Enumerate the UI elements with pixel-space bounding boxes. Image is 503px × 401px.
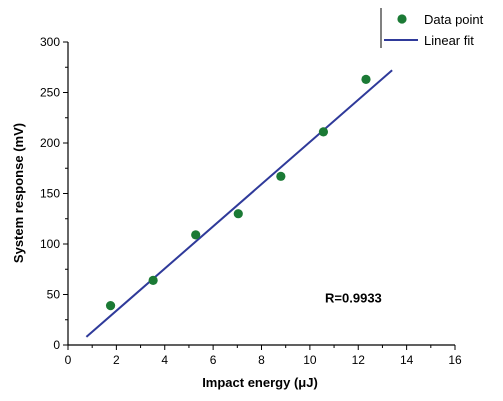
axes bbox=[63, 41, 456, 350]
data-point-marker bbox=[191, 230, 201, 240]
y-tick-label: 50 bbox=[47, 288, 61, 302]
y-tick-label: 250 bbox=[40, 86, 60, 100]
y-tick-label: 0 bbox=[53, 338, 60, 352]
x-tick-label: 2 bbox=[113, 353, 120, 367]
data-point-marker bbox=[233, 209, 243, 219]
y-tick-label: 100 bbox=[40, 237, 60, 251]
data-point-marker bbox=[105, 301, 116, 311]
data-point-marker bbox=[318, 127, 329, 137]
data-points-layer bbox=[105, 74, 371, 311]
data-point-marker bbox=[361, 74, 371, 84]
y-tick-label: 150 bbox=[40, 187, 60, 201]
legend-label-data-point: Data point bbox=[424, 12, 484, 27]
legend-label-linear-fit: Linear fit bbox=[424, 33, 474, 48]
y-tick-label: 200 bbox=[40, 136, 60, 150]
x-tick-label: 12 bbox=[352, 353, 366, 367]
x-tick-label: 16 bbox=[448, 353, 462, 367]
x-axis-title: Impact energy (μJ) bbox=[202, 375, 318, 390]
x-tick-label: 8 bbox=[258, 353, 265, 367]
labels-layer: 0 2 4 6 8 10 12 14 16 0 50 100 150 200 250 300 R=0.9933 bbox=[40, 35, 462, 367]
x-tick-label: 10 bbox=[303, 353, 317, 367]
fit-line-layer bbox=[85, 69, 393, 338]
x-tick-label: 6 bbox=[210, 353, 217, 367]
x-tick-label: 4 bbox=[161, 353, 168, 367]
r-value-annotation: R=0.9933 bbox=[325, 291, 382, 306]
y-axis-title: System response (mV) bbox=[11, 123, 26, 263]
data-point-marker bbox=[276, 171, 286, 181]
linear-fit-line bbox=[85, 69, 393, 338]
legend: Data point Linear fit bbox=[380, 8, 484, 48]
x-tick-label: 14 bbox=[400, 353, 414, 367]
legend-marker-data-point bbox=[397, 14, 407, 24]
x-tick-label: 0 bbox=[65, 353, 72, 367]
data-point-marker bbox=[148, 275, 158, 285]
y-tick-label: 300 bbox=[40, 35, 60, 49]
